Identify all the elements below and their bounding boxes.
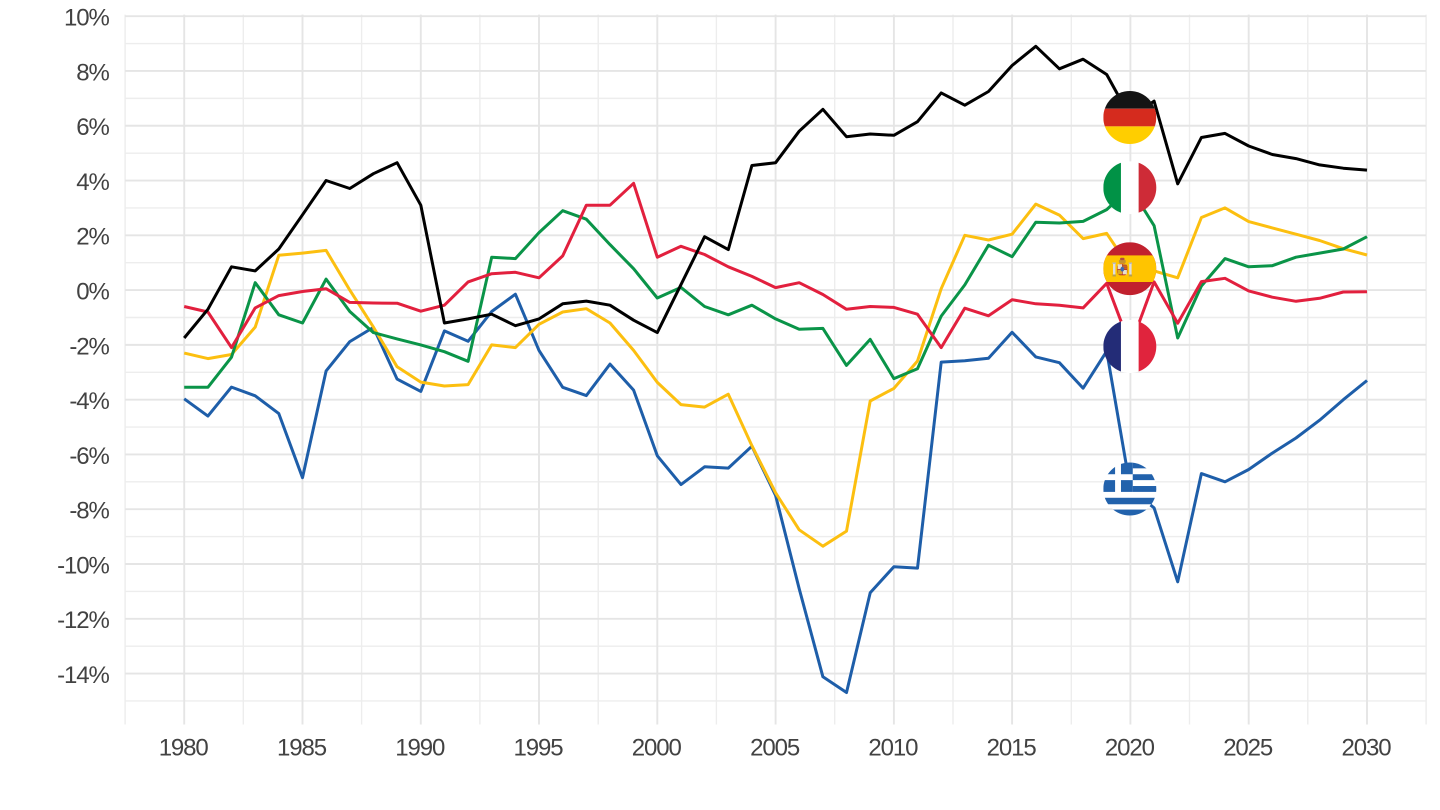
svg-text:-8%: -8%	[69, 498, 109, 525]
svg-text:1995: 1995	[514, 734, 564, 761]
svg-text:2010: 2010	[868, 734, 918, 761]
svg-text:2015: 2015	[987, 734, 1037, 761]
svg-text:-12%: -12%	[57, 607, 109, 634]
svg-text:1980: 1980	[159, 734, 209, 761]
svg-text:2000: 2000	[632, 734, 682, 761]
svg-text:1990: 1990	[395, 734, 445, 761]
svg-text:2020: 2020	[1105, 734, 1155, 761]
svg-text:6%: 6%	[76, 114, 109, 141]
svg-text:10%: 10%	[64, 5, 109, 32]
svg-text:2025: 2025	[1223, 734, 1273, 761]
svg-text:-4%: -4%	[69, 388, 109, 415]
svg-text:2%: 2%	[76, 224, 109, 251]
svg-text:0%: 0%	[76, 279, 109, 306]
svg-text:4%: 4%	[76, 169, 109, 196]
svg-text:8%: 8%	[76, 59, 109, 86]
svg-text:1985: 1985	[277, 734, 327, 761]
svg-text:2005: 2005	[750, 734, 800, 761]
svg-text:2030: 2030	[1342, 734, 1392, 761]
svg-text:-14%: -14%	[57, 662, 109, 689]
svg-text:-6%: -6%	[69, 443, 109, 470]
svg-text:-10%: -10%	[57, 552, 109, 579]
svg-text:-2%: -2%	[69, 333, 109, 360]
